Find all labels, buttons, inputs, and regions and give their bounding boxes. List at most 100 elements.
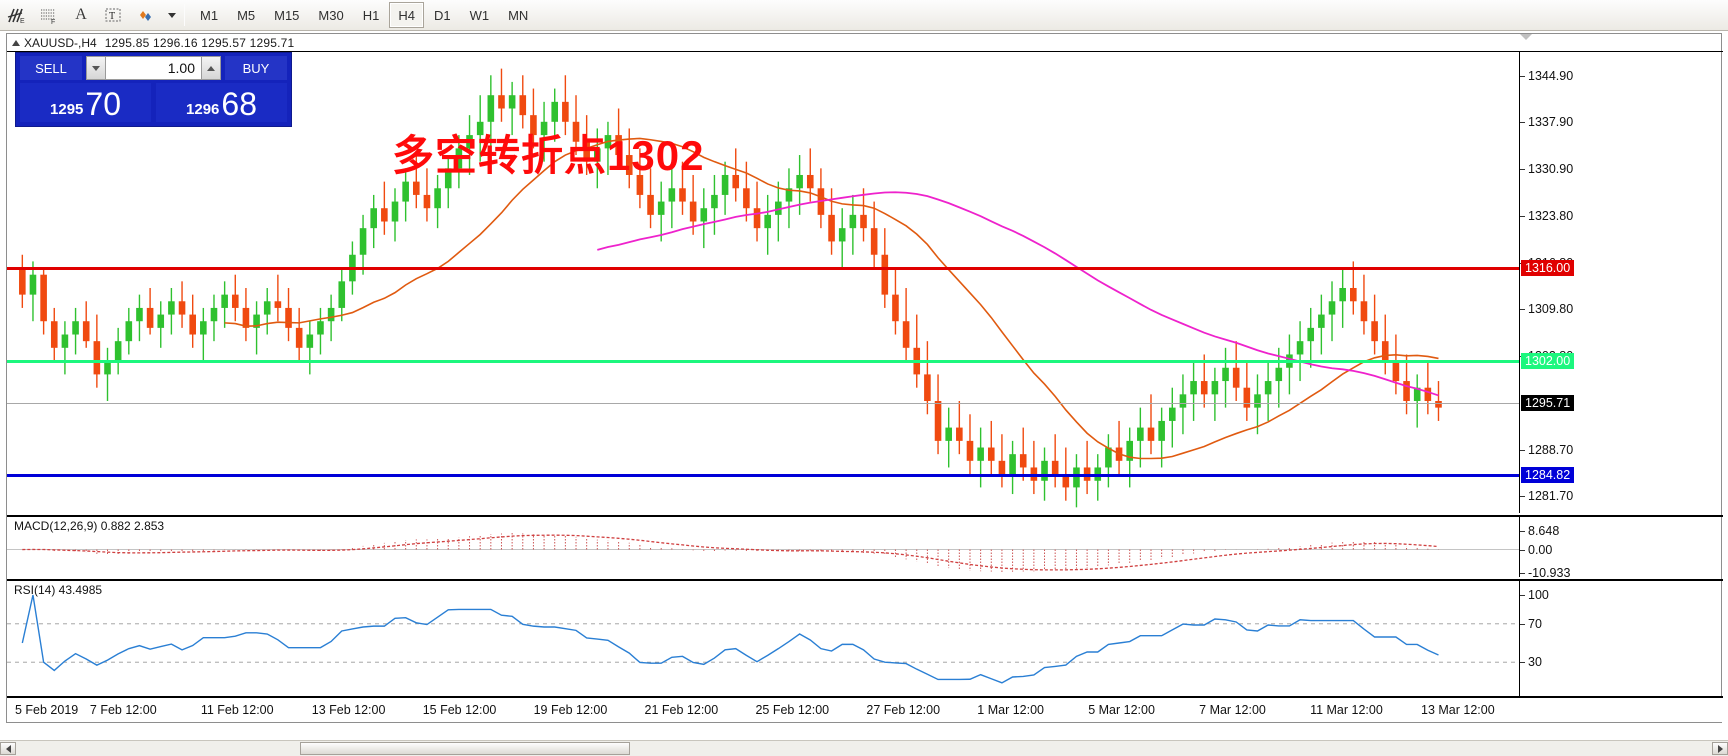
chevron-down-icon xyxy=(92,65,100,71)
grid-icon[interactable]: F xyxy=(34,2,64,29)
price-axis[interactable]: 1344.901337.901330.901323.801316.801309.… xyxy=(1519,52,1723,513)
rsi-tick: 70 xyxy=(1520,616,1542,631)
price-level-label-1316-00[interactable]: 1316.00 xyxy=(1521,260,1575,277)
current-price-line xyxy=(7,402,1519,404)
objects-glyph xyxy=(140,11,151,21)
grid-glyph: F xyxy=(41,9,55,24)
sell-price-pips: 70 xyxy=(85,86,121,122)
price-tick: 1309.80 xyxy=(1519,302,1574,317)
macd-tick: -10.933 xyxy=(1519,566,1571,580)
arrow-right-icon xyxy=(1717,744,1723,753)
scrollbar-thumb[interactable] xyxy=(300,742,630,755)
date-tick: 21 Feb 12:00 xyxy=(644,703,719,717)
date-tick: 11 Mar 12:00 xyxy=(1310,703,1383,717)
timeframe-w1[interactable]: W1 xyxy=(469,7,490,23)
chart-annotation-text[interactable]: 多空转折点1302 xyxy=(392,132,705,179)
objects-icon[interactable] xyxy=(130,2,160,29)
macd-plot-area[interactable] xyxy=(7,517,1519,577)
date-axis[interactable]: 5 Feb 2019 7 Feb 12:00 11 Feb 12:00 13 Feb … xyxy=(7,696,1723,722)
main-toolbar: E F A T M1 M5 M15 M30 H1 H4 D1 W1 M xyxy=(0,0,1728,31)
macd-label: MACD(12,26,9) 0.882 2.853 xyxy=(14,519,165,533)
chart-symbol-label: XAUUSD-,H4 xyxy=(24,35,97,50)
trade-panel-top-row: SELL 1.00 BUY xyxy=(16,53,291,83)
indicators-icon[interactable]: E xyxy=(2,2,32,29)
sell-button[interactable]: SELL xyxy=(20,56,82,80)
timeframe-h1[interactable]: H1 xyxy=(362,7,380,23)
price-level-label-1295-71[interactable]: 1295.71 xyxy=(1521,394,1575,411)
volume-input[interactable]: 1.00 xyxy=(106,56,201,80)
date-tick: 13 Mar 12:00 xyxy=(1421,703,1495,717)
price-level-label-1284-82[interactable]: 1284.82 xyxy=(1521,467,1575,484)
buy-button[interactable]: BUY xyxy=(225,56,287,80)
text-label-icon[interactable]: T xyxy=(98,2,128,29)
scroll-right-button[interactable] xyxy=(1712,742,1728,755)
horizontal-scrollbar[interactable] xyxy=(0,740,1728,756)
timeframe-mn[interactable]: MN xyxy=(508,7,529,23)
rsi-plot-area[interactable] xyxy=(7,581,1519,697)
price-plot-area[interactable] xyxy=(7,52,1519,513)
indicators-glyph: E xyxy=(7,8,25,24)
objects-dropdown-arrow[interactable] xyxy=(162,2,178,29)
price-tick: 1281.70 xyxy=(1519,489,1574,504)
text-tool-icon[interactable]: A xyxy=(75,6,87,23)
resistance-line-1316[interactable] xyxy=(7,267,1519,271)
chart-window: XAUUSD-,H4 1295.85 1296.16 1295.57 1295.… xyxy=(6,33,1723,723)
sell-price-display[interactable]: 1295 70 xyxy=(20,83,151,122)
timeframe-d1[interactable]: D1 xyxy=(433,7,451,23)
chart-symbol-header: XAUUSD-,H4 1295.85 1296.16 1295.57 1295.… xyxy=(7,34,1721,51)
trade-panel-price-row: 1295 70 1296 68 xyxy=(16,83,291,126)
timeframe-m30[interactable]: M30 xyxy=(318,7,344,23)
text-label-glyph: T xyxy=(105,8,121,22)
volume-decrease-button[interactable] xyxy=(86,56,106,80)
chevron-down-icon xyxy=(167,12,176,18)
sell-price-integer: 1295 xyxy=(50,101,84,118)
buy-price-integer: 1296 xyxy=(186,101,220,118)
rsi-tick: 30 xyxy=(1520,655,1542,670)
date-tick: 25 Feb 12:00 xyxy=(755,703,830,717)
volume-stepper[interactable]: 1.00 xyxy=(86,56,221,80)
volume-increase-button[interactable] xyxy=(201,56,221,80)
macd-axis: 8.648 0.00 -10.933 xyxy=(1519,517,1723,580)
rsi-axis: 100 70 30 xyxy=(1519,581,1723,697)
buy-price-pips: 68 xyxy=(221,86,257,122)
svg-text:T: T xyxy=(109,11,115,22)
scroll-left-button[interactable] xyxy=(0,742,16,755)
timeframe-m15[interactable]: M15 xyxy=(274,7,300,23)
candlestick-series xyxy=(19,68,1442,508)
date-tick: 13 Feb 12:00 xyxy=(311,703,386,717)
macd-pane: MACD(12,26,9) 0.882 2.853 8.648 0.00 -10.9… xyxy=(7,515,1723,580)
price-tick: 1337.90 xyxy=(1519,115,1574,130)
chart-ohlc-values: 1295.85 1296.16 1295.57 1295.71 xyxy=(104,35,295,50)
date-tick: 7 Feb 12:00 xyxy=(89,703,157,717)
price-level-label-1302-00[interactable]: 1302.00 xyxy=(1521,353,1575,370)
date-tick: 5 Mar 12:00 xyxy=(1088,703,1155,717)
rsi-tick: 100 xyxy=(1520,588,1549,602)
chart-collapse-caret-icon[interactable] xyxy=(1520,34,1532,40)
date-tick: 27 Feb 12:00 xyxy=(866,703,941,717)
date-tick: 5 Feb 2019 xyxy=(15,703,79,717)
price-tick: 1344.90 xyxy=(1519,68,1574,83)
timeframe-m5[interactable]: M5 xyxy=(237,7,256,23)
one-click-trading-panel: SELL 1.00 BUY 1295 70 1296 68 xyxy=(15,52,292,127)
price-tick: 1323.80 xyxy=(1519,209,1574,224)
timeframe-m1[interactable]: M1 xyxy=(200,7,219,23)
rsi-pane: RSI(14) 43.4985 100 70 30 xyxy=(7,579,1723,697)
price-tick: 1330.90 xyxy=(1519,161,1574,176)
buy-price-display[interactable]: 1296 68 xyxy=(156,83,287,122)
timeframe-h4[interactable]: H4 xyxy=(389,2,424,28)
chart-expand-icon[interactable] xyxy=(12,39,20,46)
macd-tick: 8.648 xyxy=(1519,524,1560,538)
macd-series xyxy=(7,533,1519,573)
date-tick: 1 Mar 12:00 xyxy=(977,703,1045,717)
price-pane: 1344.901337.901330.901323.801316.801309.… xyxy=(7,51,1723,513)
rsi-series xyxy=(7,594,1519,684)
toolbar-separator xyxy=(184,4,185,26)
date-tick: 15 Feb 12:00 xyxy=(422,703,497,717)
rsi-label: RSI(14) 43.4985 xyxy=(14,583,103,597)
svg-text:E: E xyxy=(20,18,25,24)
arrow-left-icon xyxy=(5,744,11,753)
chevron-up-icon xyxy=(207,65,215,71)
pivot-line-1302[interactable] xyxy=(7,360,1519,364)
support-line-1284[interactable] xyxy=(7,474,1519,478)
date-tick: 11 Feb 12:00 xyxy=(200,703,274,717)
